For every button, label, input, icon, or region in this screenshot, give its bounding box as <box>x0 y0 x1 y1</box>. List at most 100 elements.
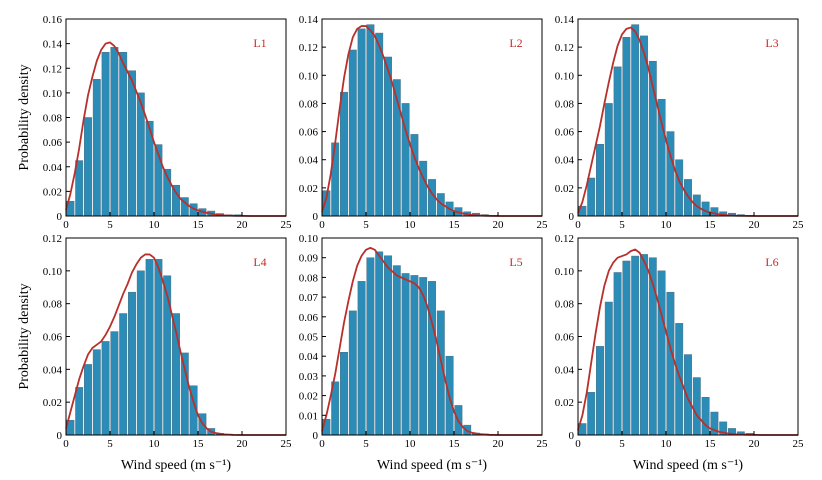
histogram-bar <box>84 117 92 217</box>
histogram-bar <box>392 265 401 436</box>
y-tick-label: 0.10 <box>299 70 319 82</box>
histogram-bar <box>622 260 631 436</box>
y-tick-label: 0 <box>313 211 319 223</box>
histogram-bar <box>136 270 145 436</box>
x-tick-label: 20 <box>493 219 505 231</box>
histogram-bar <box>684 354 692 436</box>
histogram-bar <box>675 323 684 436</box>
y-tick-label: 0.04 <box>299 155 319 167</box>
x-tick-label: 15 <box>449 219 461 231</box>
y-tick-label: 0.14 <box>43 39 63 51</box>
x-tick-label: 10 <box>149 438 161 450</box>
histogram-bar <box>128 70 136 217</box>
histogram-bar <box>163 275 172 436</box>
y-tick-label: 0.08 <box>555 299 575 311</box>
density-curve <box>65 253 286 436</box>
y-tick-label: 0.03 <box>299 371 319 383</box>
histogram-bar <box>657 98 666 217</box>
x-tick-label: 5 <box>107 438 113 450</box>
histogram-bar <box>101 341 110 436</box>
y-tick-label: 0 <box>57 430 63 442</box>
y-tick-label: 0 <box>57 211 63 223</box>
histogram-bar <box>675 159 684 217</box>
histogram-bar <box>84 364 92 436</box>
x-tick-label: 20 <box>237 438 249 450</box>
y-axis-title: Probability density <box>17 64 32 170</box>
x-tick-label: 0 <box>319 219 325 231</box>
x-tick-label: 25 <box>537 219 549 231</box>
histogram-bar <box>613 272 622 436</box>
histogram-bar <box>340 352 348 436</box>
panel-label: L1 <box>253 36 266 50</box>
x-tick-label: 25 <box>793 438 805 450</box>
x-tick-label: 5 <box>363 219 369 231</box>
y-tick-label: 0.04 <box>555 364 575 376</box>
histogram-bar <box>622 37 631 217</box>
x-tick-label: 10 <box>405 219 417 231</box>
histogram-bar <box>348 310 357 436</box>
histogram-bar <box>145 259 154 436</box>
histogram-bar <box>701 396 710 436</box>
y-tick-label: 0.16 <box>43 14 63 26</box>
y-tick-label: 0.02 <box>43 397 62 409</box>
histogram-bar <box>604 103 613 217</box>
x-tick-label: 20 <box>749 219 761 231</box>
histogram-bar <box>357 28 366 217</box>
x-tick-label: 15 <box>449 438 461 450</box>
x-tick-label: 0 <box>319 438 325 450</box>
histogram-bar <box>613 66 622 217</box>
y-tick-label: 0.02 <box>299 183 318 195</box>
chart-panel-l1: 0 5 10 15 20 25 0 0.02 0.04 0.06 0.08 0.10 0.12 0.14 0… <box>43 14 292 231</box>
histogram-bar <box>110 331 119 436</box>
x-tick-label: 5 <box>619 219 625 231</box>
histogram-bar <box>419 160 428 217</box>
histogram-bar <box>92 349 101 436</box>
y-tick-label: 0 <box>569 211 575 223</box>
y-tick-label: 0.06 <box>299 312 319 324</box>
y-tick-label: 0.10 <box>299 233 319 245</box>
chart-panel-l6: 0 5 10 15 20 25 0 0.02 0.04 0.06 0.08 0.10 0.12 L6 <box>555 233 804 450</box>
panel-label: L2 <box>509 36 522 50</box>
x-tick-label: 0 <box>575 219 581 231</box>
y-tick-label: 0.04 <box>43 364 63 376</box>
x-tick-label: 10 <box>149 219 161 231</box>
x-tick-label: 10 <box>405 438 417 450</box>
histogram-bar <box>631 255 640 436</box>
histogram-bar <box>410 275 419 436</box>
y-axis-title: Probability density <box>17 283 32 389</box>
histogram-bar <box>119 51 128 217</box>
chart-panel-l4: 0 5 10 15 20 25 0 0.02 0.04 0.06 0.08 0.10 0.12 L4 <box>43 233 292 450</box>
x-tick-label: 5 <box>363 438 369 450</box>
histogram-bar <box>75 387 84 436</box>
histogram-bar <box>340 91 348 217</box>
histogram-bar <box>596 346 604 436</box>
panel-label: L5 <box>509 255 522 269</box>
x-tick-label: 25 <box>281 438 293 450</box>
histogram-bar <box>587 177 596 217</box>
y-tick-label: 0.12 <box>43 233 62 245</box>
histogram-bar <box>604 301 613 436</box>
y-tick-label: 0 <box>313 430 319 442</box>
histogram-bar <box>401 273 410 436</box>
x-axis-title: Wind speed (m s⁻¹) <box>121 458 232 473</box>
histogram-bar <box>666 291 675 436</box>
panel-label: L4 <box>253 255 266 269</box>
y-tick-label: 0.10 <box>555 266 575 278</box>
x-tick-label: 10 <box>661 219 673 231</box>
x-tick-label: 20 <box>493 438 505 450</box>
y-tick-label: 0.14 <box>555 14 575 26</box>
x-tick-label: 20 <box>237 219 249 231</box>
y-tick-label: 0.12 <box>43 63 62 75</box>
chart-panel-l5: 0 5 10 15 20 25 0 0.01 0.02 0.03 0.04 0.05 0.06 0.07 0… <box>299 233 548 450</box>
histogram-bar <box>692 377 701 436</box>
histogram-bar <box>357 281 366 436</box>
y-tick-label: 0.08 <box>299 272 319 284</box>
histogram-bar <box>428 281 436 436</box>
x-tick-label: 10 <box>661 438 673 450</box>
y-tick-label: 0.02 <box>555 397 574 409</box>
axes-frame <box>577 18 799 217</box>
density-curve <box>321 246 542 436</box>
x-tick-label: 0 <box>63 438 69 450</box>
histogram-bar <box>631 24 640 217</box>
